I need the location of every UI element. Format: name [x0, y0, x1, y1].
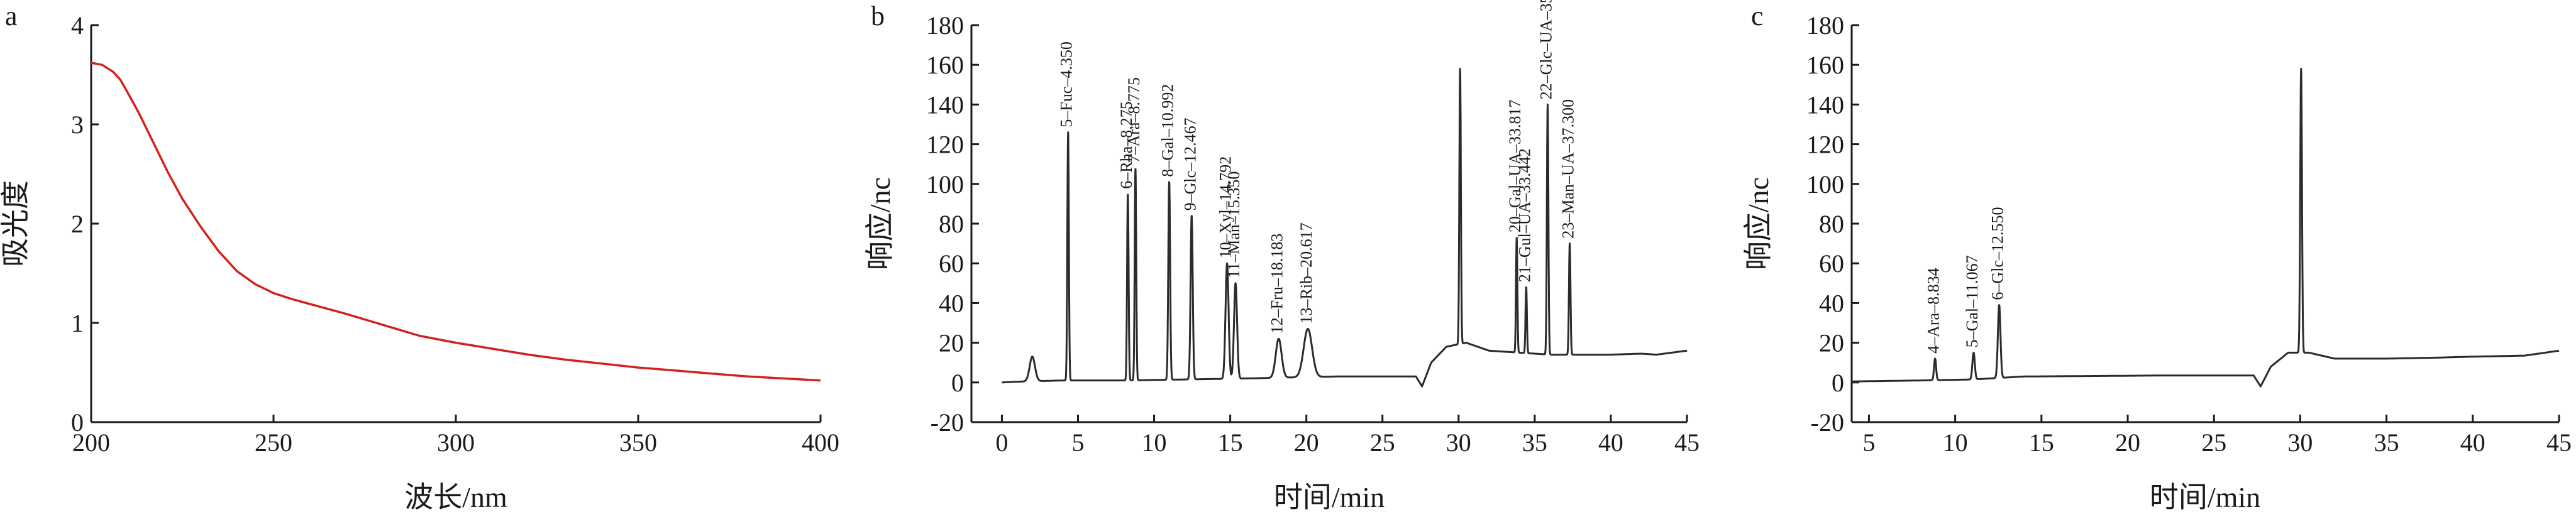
x-tick-label: 300 [437, 428, 475, 457]
y-tick-label: 4 [71, 11, 84, 40]
y-tick-label: 120 [926, 131, 964, 159]
y-tick-label: 2 [71, 210, 84, 238]
y-tick-label: 100 [926, 170, 964, 199]
y-tick-label: 140 [926, 90, 964, 119]
x-tick-label: 45 [1674, 428, 1700, 457]
y-tick-label: 180 [1806, 11, 1844, 40]
y-tick-label: 0 [1832, 369, 1844, 397]
x-tick-label: 30 [1446, 428, 1471, 457]
x-axis-title: 波长/nm [404, 481, 507, 513]
x-tick-label: 40 [2460, 428, 2485, 457]
peak-label: 22–Glc–UA–35.850 [1537, 0, 1555, 99]
x-axis-title: 时间/min [2150, 481, 2260, 513]
x-tick-label: 250 [255, 428, 292, 457]
y-tick-label: 180 [926, 11, 964, 40]
x-tick-label: 25 [1370, 428, 1395, 457]
y-tick-label: 100 [1806, 170, 1844, 199]
y-tick-label: 40 [1819, 289, 1844, 317]
y-tick-label: 80 [939, 210, 964, 238]
series-line [91, 62, 821, 382]
y-tick-label: 60 [939, 249, 964, 278]
peak-label: 13–Rib–20.617 [1297, 222, 1315, 324]
y-tick-label: 160 [1806, 51, 1844, 79]
x-tick-label: 10 [1943, 428, 1968, 457]
y-tick-label: 20 [1819, 329, 1844, 357]
x-tick-label: 35 [2374, 428, 2399, 457]
panel-b-standards-chromatogram: b -20 0 20 40 60 80 100 120 140 160 180 0 5 10 15 20 25 30… [864, 0, 1700, 513]
peak-label: 11–Man–15.350 [1225, 171, 1243, 278]
peak-label: 10–Xyl–14.792 [1217, 156, 1235, 259]
peak-label: 7–Ara–8.775 [1125, 77, 1143, 163]
x-tick-label: 30 [2287, 428, 2313, 457]
x-tick-label: 0 [995, 428, 1008, 457]
y-axis-title: 响应/nc [864, 177, 896, 270]
x-tick-label: 45 [2546, 428, 2572, 457]
x-axis-title: 时间/min [1274, 481, 1385, 513]
panel-c-sample-chromatogram: c -20 0 20 40 60 80 100 120 140 160 180 5 10 15 20 25 30 3… [1742, 1, 2572, 513]
x-tick-label: 15 [1218, 428, 1243, 457]
chromatogram-trace [1001, 68, 1688, 388]
peak-label: 9–Glc–12.467 [1181, 117, 1199, 210]
peak-label: 6–Rha–8.275 [1117, 101, 1136, 188]
y-tick-label: 0 [951, 369, 964, 397]
peak-label: 23–Man–UA–37.300 [1559, 99, 1578, 239]
peak-label: 4–Ara–8.834 [1925, 268, 1943, 353]
x-tick-label: 200 [72, 428, 110, 457]
x-tick-label: 35 [1522, 428, 1547, 457]
y-tick-label: 40 [939, 289, 964, 317]
x-tick-label: 20 [2115, 428, 2140, 457]
panel-letter: c [1751, 1, 1764, 31]
y-tick-label: 160 [926, 51, 964, 79]
y-tick-label: 140 [1806, 90, 1844, 119]
y-tick-label: 20 [939, 329, 964, 357]
x-tick-label: 20 [1294, 428, 1319, 457]
y-tick-label: 60 [1819, 249, 1844, 278]
peak-label: 6–Glc–12.550 [1989, 207, 2007, 300]
peak-label: 5–Fuc–4.350 [1058, 41, 1076, 128]
panel-letter: b [871, 1, 885, 31]
x-tick-label: 5 [1071, 428, 1084, 457]
x-tick-label: 5 [1862, 428, 1875, 457]
x-tick-label: 10 [1142, 428, 1167, 457]
y-tick-label: 0 [71, 408, 84, 437]
peak-label: 12–Fru–18.183 [1268, 234, 1286, 334]
x-tick-label: 15 [2029, 428, 2054, 457]
y-axis-title: 响应/nc [1742, 177, 1774, 270]
y-tick-label: 80 [1819, 210, 1844, 238]
x-tick-label: 350 [619, 428, 657, 457]
panel-letter: a [5, 1, 18, 31]
peak-label: 5–Gal–11.067 [1963, 255, 1981, 347]
y-tick-label: 120 [1806, 131, 1844, 159]
y-axis-title: 吸光度 [0, 180, 31, 267]
panel-a-uv-spectrum: a 0 1 2 3 4 200 250 300 350 400 波长/nm 吸光度 [0, 1, 839, 513]
y-tick-label: -20 [931, 408, 964, 437]
x-tick-label: 25 [2201, 428, 2226, 457]
y-tick-label: -20 [1811, 408, 1844, 437]
x-tick-label: 400 [802, 428, 839, 457]
x-tick-label: 40 [1598, 428, 1623, 457]
peak-label: 21–Gul–UA–33.442 [1515, 148, 1534, 282]
y-tick-label: 3 [71, 111, 84, 139]
peak-label: 8–Gal–10.992 [1159, 84, 1177, 177]
peak-label: 20–Gal–UA–33.817 [1506, 100, 1524, 233]
y-tick-label: 1 [71, 309, 84, 337]
chromatogram-trace [1850, 68, 2560, 388]
